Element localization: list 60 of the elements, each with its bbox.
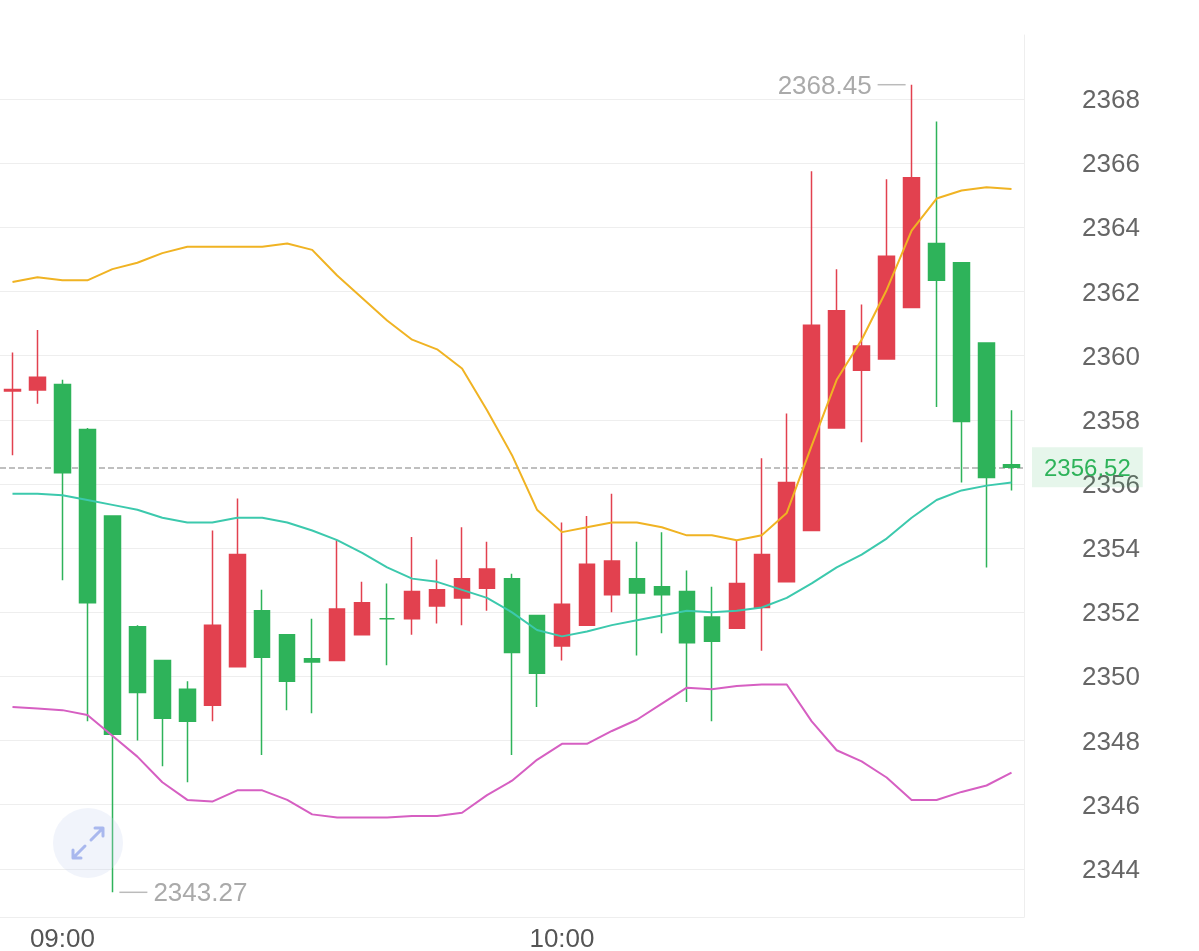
- candlestick: [503, 573, 521, 756]
- candlestick: [927, 120, 946, 408]
- candlestick: [653, 531, 671, 634]
- candlestick: [328, 539, 346, 662]
- candlestick: [877, 178, 896, 360]
- candlestick: [253, 589, 271, 756]
- y-tick-label: 2364: [1082, 212, 1140, 243]
- candlestick: [952, 261, 971, 484]
- candlestick: [827, 268, 846, 429]
- y-tick-label: 2362: [1082, 276, 1140, 307]
- candlestick: [528, 614, 546, 708]
- candlestick: [403, 536, 421, 636]
- candlestick: [1002, 409, 1021, 492]
- candlestick: [678, 569, 696, 703]
- candlestick: [28, 329, 47, 405]
- candlestick: [578, 515, 596, 626]
- annotation: 2343.27: [153, 877, 248, 908]
- candlestick: [153, 659, 172, 768]
- candlestick: [478, 541, 496, 612]
- candlestick: [728, 539, 746, 630]
- y-tick-label: 2368: [1082, 84, 1140, 115]
- candlestick: [902, 83, 921, 309]
- candlestick: [53, 379, 72, 581]
- candlestick: [428, 558, 446, 625]
- candlestick: [453, 526, 471, 626]
- candlestick: [753, 457, 771, 652]
- y-tick-label: 2346: [1082, 789, 1140, 820]
- candlestick: [228, 497, 247, 668]
- candlestick: [852, 303, 871, 444]
- candlestick: [703, 585, 721, 723]
- candlestick: [802, 170, 821, 532]
- candlestick: [353, 581, 371, 636]
- candlestick: [378, 582, 396, 666]
- y-tick-label: 2350: [1082, 661, 1140, 692]
- candlestick: [128, 624, 147, 742]
- candlestick: [278, 634, 296, 711]
- candlestick: [103, 515, 122, 894]
- line-series: [11, 186, 1013, 542]
- line-series: [11, 683, 1013, 819]
- candlestick: [303, 617, 321, 715]
- candlestick: [3, 351, 22, 456]
- y-tick-label: 2344: [1082, 853, 1140, 884]
- candlestick: [178, 680, 197, 784]
- y-tick-label: 2348: [1082, 725, 1140, 756]
- x-tick-label: 09:00: [29, 923, 95, 951]
- y-tick-label: 2352: [1082, 597, 1140, 628]
- x-tick-label: 10:00: [529, 923, 595, 951]
- candlestick: [777, 412, 796, 583]
- candlestick: [553, 521, 571, 662]
- candlestick: [603, 492, 621, 614]
- y-tick-label: 2360: [1082, 340, 1140, 371]
- candlestick: [203, 529, 222, 723]
- y-tick-label: 2366: [1082, 148, 1140, 179]
- candlestick: [977, 342, 996, 569]
- y-tick-label: 2354: [1082, 533, 1140, 564]
- candlestick: [628, 541, 646, 657]
- line-series: [11, 481, 1013, 638]
- annotation: 2368.45: [777, 69, 872, 100]
- y-tick-label: 2358: [1082, 404, 1140, 435]
- candlestick: [78, 427, 97, 723]
